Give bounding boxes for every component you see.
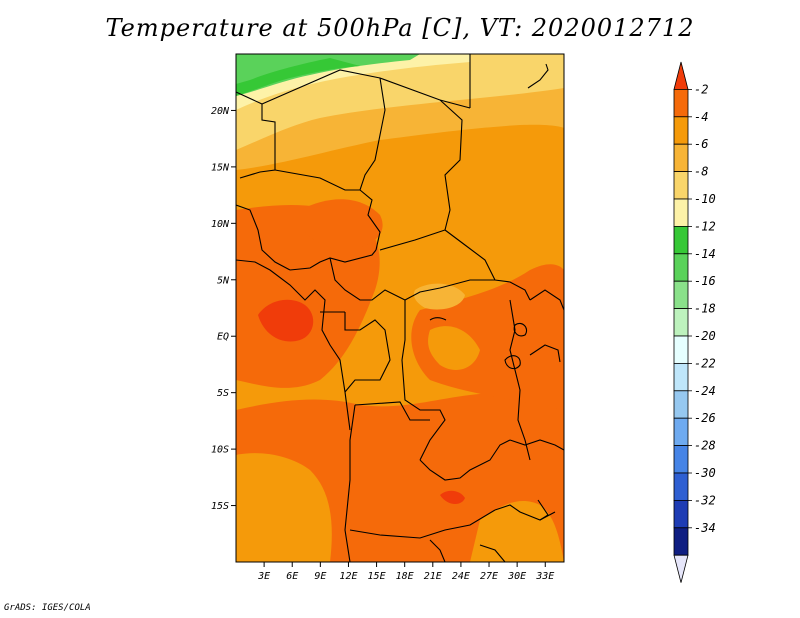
lat-tick-label: 10N: [211, 219, 230, 230]
longitude-axis: 3E 6E 9E 12E 15E 18E 21E 24E 27E 30E 33E: [257, 562, 554, 582]
colorbar-label: -4: [694, 110, 708, 124]
lon-tick-label: 21E: [424, 571, 442, 582]
lon-tick-label: 27E: [480, 571, 498, 582]
lat-tick-label: 15N: [211, 162, 230, 173]
colorbar-swatch: [673, 527, 689, 556]
colorbar-swatch: [673, 417, 689, 447]
lat-tick-label: 10S: [211, 445, 229, 456]
lon-tick-label: 18E: [396, 571, 414, 582]
colorbar-label: -8: [694, 165, 708, 179]
lon-tick-label: 33E: [535, 571, 554, 582]
lon-tick-label: 6E: [286, 571, 298, 582]
colorbar-swatch: [673, 171, 689, 200]
colorbar-swatch: [673, 362, 689, 392]
colorbar-label: -14: [694, 247, 716, 261]
band-minus4-north: [299, 199, 383, 250]
colorbar-swatch: [673, 280, 689, 310]
colorbar-swatch: [673, 253, 689, 282]
colorbar-swatch: [673, 225, 689, 255]
band-minus2-spot: [258, 299, 314, 342]
colorbar-swatch: [673, 116, 689, 145]
colorbar-label: -22: [694, 356, 716, 370]
lon-tick-label: 24E: [452, 571, 470, 582]
lat-tick-label: 5S: [217, 388, 229, 399]
colorbar-label: -6: [694, 137, 708, 151]
credit-label: GrADS: IGES/COLA: [4, 603, 91, 613]
colorbar-label: -24: [694, 384, 716, 398]
colorbar-label: -16: [694, 274, 716, 288]
colorbar-label: -18: [694, 302, 716, 316]
colorbar-label: -32: [694, 493, 716, 507]
band-minus6-lakes: [428, 326, 480, 370]
lat-tick-label: 20N: [211, 106, 230, 117]
lon-tick-label: 9E: [314, 571, 326, 582]
colorbar: -2 -4 -6 -8 -10 -12 -14 -16 -18 -20 -22 -24 -26 -28 -3…: [673, 61, 716, 583]
colorbar-swatch: [673, 445, 689, 474]
band-minus2-spot-se: [440, 490, 465, 505]
colorbar-label: -2: [694, 82, 708, 96]
band-minus6-southeast: [470, 500, 564, 562]
lat-tick-label: 15S: [211, 501, 229, 512]
colorbar-top-arrow: [673, 61, 689, 90]
colorbar-label: -10: [694, 192, 716, 206]
colorbar-label: -28: [694, 439, 716, 453]
colorbar-swatch: [673, 499, 689, 529]
colorbar-label: -34: [694, 521, 716, 535]
colorbar-swatch: [673, 89, 689, 118]
colorbar-swatch: [673, 335, 689, 364]
band-minus14: [236, 54, 420, 96]
band-minus6-southwest: [236, 453, 332, 562]
band-minus4-east: [411, 264, 564, 410]
lon-tick-label: 3E: [257, 571, 270, 582]
lon-tick-label: 15E: [368, 571, 386, 582]
lat-tick-label: EQ: [217, 332, 229, 343]
temperature-field: [236, 54, 564, 562]
colorbar-swatch: [673, 472, 689, 501]
lat-tick-label: 5N: [217, 275, 230, 286]
colorbar-label: -30: [694, 466, 716, 480]
colorbar-label: -26: [694, 411, 716, 425]
colorbar-swatch: [673, 308, 689, 337]
colorbar-label: -20: [694, 329, 716, 343]
lon-tick-label: 12E: [339, 571, 357, 582]
map-frame: [235, 53, 565, 563]
colorbar-swatch: [673, 198, 689, 227]
latitude-axis: 20N 15N 10N 5N EQ 5S 10S 15S: [211, 106, 236, 512]
colorbar-label: -12: [694, 219, 716, 233]
colorbar-bottom-arrow: [673, 554, 689, 583]
chart-title: Temperature at 500hPa [C], VT: 202001271…: [105, 14, 695, 42]
country-borders: [236, 54, 564, 562]
lon-tick-label: 30E: [507, 571, 526, 582]
colorbar-swatch: [673, 390, 689, 419]
colorbar-swatch: [673, 143, 689, 172]
band-minus12-green: [236, 58, 360, 96]
